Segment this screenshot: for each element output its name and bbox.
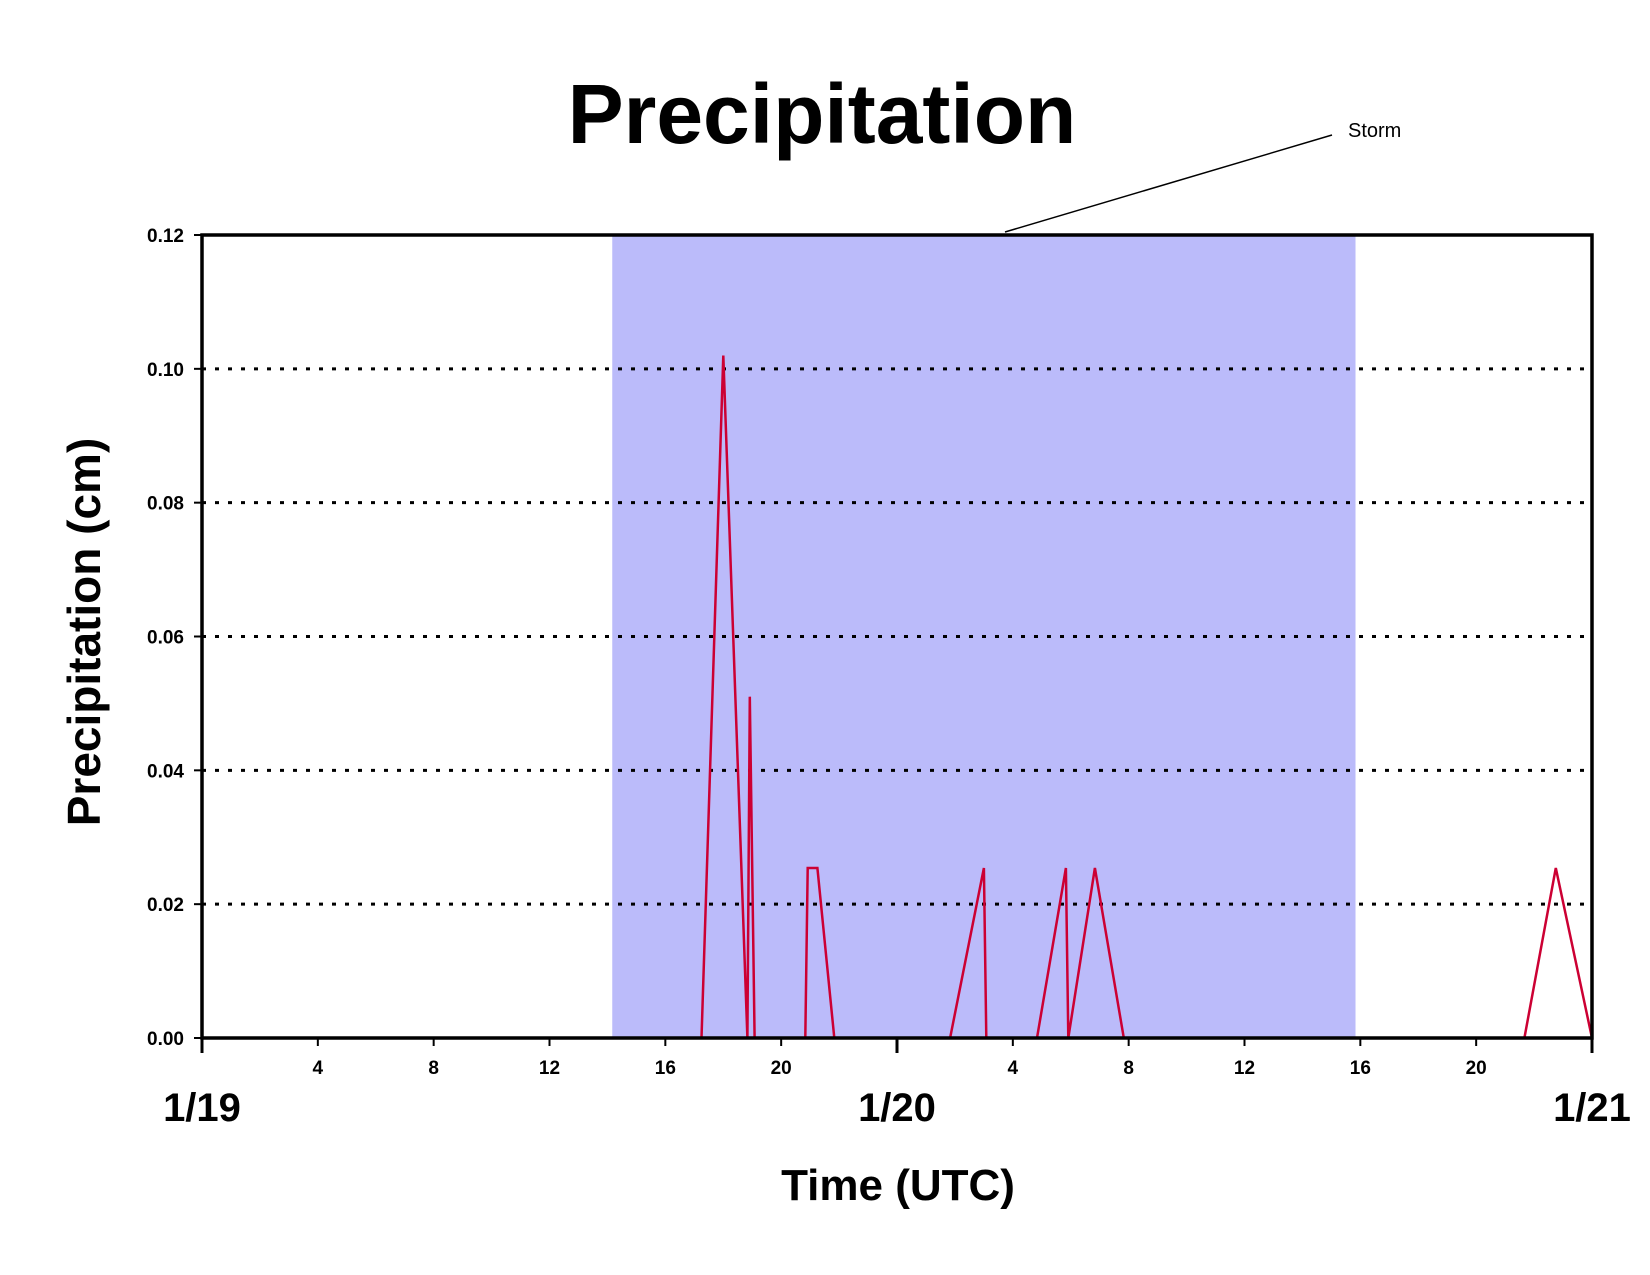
y-axis-label: Precipitation (cm): [58, 438, 110, 827]
x-tick-hour-label: 8: [428, 1058, 439, 1079]
x-tick-hour-label: 4: [1008, 1058, 1019, 1079]
x-tick-date-label: 1/19: [163, 1086, 241, 1130]
y-tick-label: 0.00: [147, 1029, 184, 1050]
x-tick-hour-label: 16: [1350, 1058, 1371, 1079]
y-tick-label: 0.04: [147, 761, 184, 782]
y-tick-label: 0.10: [147, 360, 184, 381]
x-tick-hour-label: 20: [1466, 1058, 1487, 1079]
x-tick-date-label: 1/21: [1553, 1086, 1631, 1130]
x-tick-hour-label: 12: [1234, 1058, 1255, 1079]
y-tick-label: 0.06: [147, 628, 184, 649]
tick-layer: 0.00 0.02 0.04 0.06 0.08 0.10 0.12 4 8 12 16 20 4 8 12…: [147, 226, 1631, 1130]
storm-annotation-leader: [1004, 134, 1333, 233]
x-tick-hour-label: 4: [313, 1058, 324, 1079]
grid-layer: [202, 367, 1592, 906]
chart-title: Precipitation: [568, 67, 1077, 161]
y-tick-label: 0.12: [147, 226, 184, 247]
x-tick-hour-label: 16: [655, 1058, 676, 1079]
x-tick-hour-label: 20: [771, 1058, 792, 1079]
x-tick-hour-label: 8: [1123, 1058, 1134, 1079]
storm-annotation-label: Storm: [1348, 120, 1401, 142]
y-tick-label: 0.08: [147, 494, 184, 515]
x-tick-date-label: 1/20: [858, 1086, 936, 1130]
y-tick-label: 0.02: [147, 895, 184, 916]
x-axis-label: Time (UTC): [781, 1161, 1015, 1210]
x-tick-hour-label: 12: [539, 1058, 560, 1079]
